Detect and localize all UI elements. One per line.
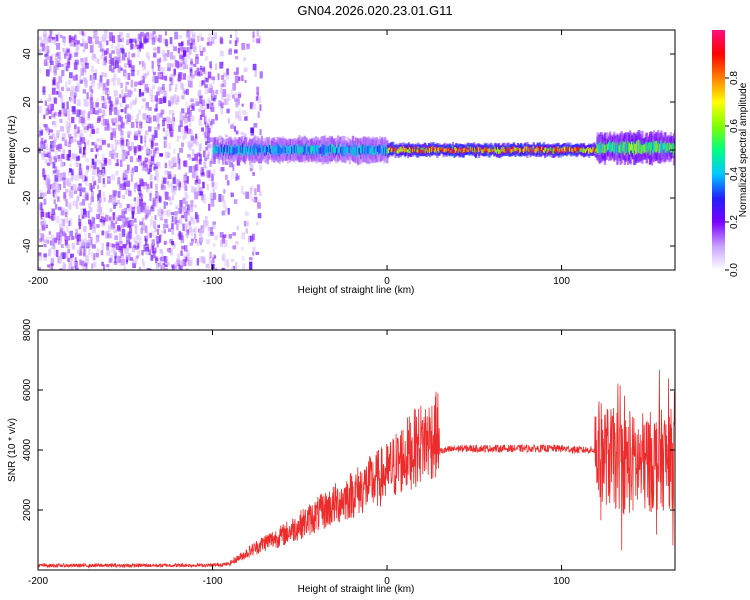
spectrogram-xtick-label: -100 bbox=[203, 276, 223, 287]
snr-xtick-label: -100 bbox=[203, 576, 223, 587]
spectrogram-xtick-label: 100 bbox=[553, 276, 570, 287]
snr-xlabel: Height of straight line (km) bbox=[298, 584, 415, 595]
snr-ylabel: SNR (10 * v/v) bbox=[7, 418, 18, 482]
spectrogram-ytick-label: 20 bbox=[22, 96, 33, 108]
chart-title: GN04.2026.020.23.01.G11 bbox=[297, 3, 452, 18]
snr-xtick-label: 0 bbox=[384, 576, 390, 587]
colorbar-tick-label: 0.8 bbox=[729, 71, 740, 85]
spectrogram-ytick-label: -40 bbox=[22, 238, 33, 253]
colorbar-tick-label: 0.6 bbox=[729, 119, 740, 133]
spectrogram-ytick-label: 40 bbox=[22, 48, 33, 60]
snr-xtick-label: 100 bbox=[553, 576, 570, 587]
snr-panel: -200 -100 0 100 2000 4000 6000 8000 Height of s… bbox=[7, 318, 676, 595]
spectrogram-xtick-label: 0 bbox=[384, 276, 390, 287]
colorbar-tick-label: 0.0 bbox=[729, 263, 740, 277]
spectrogram-image bbox=[38, 30, 675, 270]
snr-ytick-label: 6000 bbox=[22, 378, 33, 401]
colorbar-label: Normalized spectral amplitude bbox=[738, 82, 749, 217]
colorbar-ticks: 0.0 0.2 0.4 0.6 0.8 bbox=[725, 71, 740, 277]
snr-ytick-label: 2000 bbox=[22, 498, 33, 521]
spectrogram-xtick-label: -200 bbox=[28, 276, 48, 287]
snr-ytick-label: 4000 bbox=[22, 438, 33, 461]
colorbar-gradient bbox=[712, 30, 725, 270]
spectrogram-ylabel: Frequency (Hz) bbox=[7, 116, 18, 185]
colorbar-tick-label: 0.4 bbox=[729, 167, 740, 181]
colorbar-tick-label: 0.2 bbox=[729, 215, 740, 229]
snr-series-line bbox=[38, 369, 675, 569]
colorbar: 0.0 0.2 0.4 0.6 0.8 Normalized spectral ampl… bbox=[712, 30, 749, 277]
spectrogram-ytick-label: 0 bbox=[22, 147, 33, 153]
spectrogram-ytick-label: -20 bbox=[22, 190, 33, 205]
snr-xtick-label: -200 bbox=[28, 576, 48, 587]
snr-ytick-label: 8000 bbox=[22, 318, 33, 341]
spectrogram-xlabel: Height of straight line (km) bbox=[298, 285, 415, 296]
snr-ticks: -200 -100 0 100 2000 4000 6000 8000 bbox=[22, 318, 675, 587]
